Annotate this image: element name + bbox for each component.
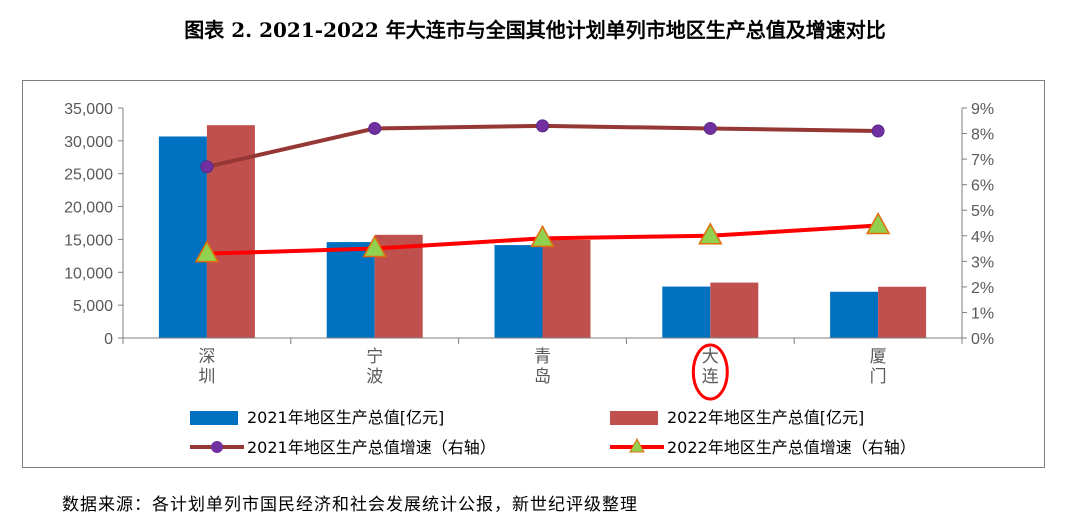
legend-label: 2021年地区生产总值[亿元] <box>247 408 444 427</box>
legend-label: 2021年地区生产总值增速（右轴） <box>247 438 496 457</box>
highlight-circle <box>691 343 729 401</box>
legend-marker-triangle <box>629 437 645 453</box>
bar-2021 <box>494 245 543 338</box>
category-label: 青岛 <box>534 347 551 387</box>
right-tick-label: 6% <box>971 178 994 195</box>
right-tick-label: 3% <box>971 254 994 271</box>
category-label: 大连 <box>702 347 719 387</box>
right-tick-label: 1% <box>971 305 994 322</box>
right-tick-label: 4% <box>971 229 994 246</box>
bar-2021 <box>830 291 879 338</box>
lines-layer <box>194 119 891 263</box>
left-tick-label: 10,000 <box>64 265 113 282</box>
source-note: 数据来源：各计划单列市国民经济和社会发展统计公报，新世纪评级整理 <box>62 495 638 515</box>
bar-2022 <box>542 239 591 338</box>
marker-2022-growth <box>530 224 555 248</box>
marker-2021-growth <box>200 160 214 174</box>
category-label: 宁波 <box>366 347 383 387</box>
chart-title: 图表 2. 2021-2022 年大连市与全国其他计划单列市地区生产总值及增速对… <box>184 18 886 42</box>
right-tick-label: 0% <box>971 331 994 348</box>
marker-2021-growth <box>368 121 382 135</box>
legend-marker-circle <box>211 441 223 453</box>
chart-frame <box>22 80 1045 468</box>
marker-2022-growth <box>698 222 723 245</box>
legend-label: 2022年地区生产总值增速（右轴） <box>667 438 916 457</box>
legend-swatch-bar <box>190 411 238 425</box>
right-tick-label: 5% <box>971 203 994 220</box>
left-tick-label: 35,000 <box>64 101 113 118</box>
marker-2022-growth <box>865 211 891 235</box>
legend-layer: 2021年地区生产总值[亿元] 2022年地区生产总值[亿元] 2021年地区生产总… <box>190 408 916 457</box>
bar-2022 <box>710 282 759 338</box>
axes-layer: 0 5,000 10,000 15,000 20,000 25,000 30,000 35,0… <box>64 101 994 401</box>
marker-2022-growth <box>194 240 220 263</box>
marker-2022-growth <box>362 234 387 258</box>
right-tick-label: 9% <box>971 101 994 118</box>
right-tick-label: 7% <box>971 152 994 169</box>
marker-2021-growth <box>871 124 885 138</box>
left-tick-label: 20,000 <box>64 200 113 217</box>
marker-2021-growth <box>703 121 717 135</box>
bar-2022 <box>878 286 927 338</box>
bar-2021 <box>326 242 375 338</box>
left-tick-label: 5,000 <box>73 298 113 315</box>
left-tick-label: 25,000 <box>64 167 113 184</box>
left-tick-label: 15,000 <box>64 232 113 249</box>
category-label: 深圳 <box>198 347 215 387</box>
legend-label: 2022年地区生产总值[亿元] <box>667 408 864 427</box>
right-tick-label: 8% <box>971 127 994 144</box>
marker-2021-growth <box>536 119 549 133</box>
bar-2021 <box>158 136 207 338</box>
right-tick-label: 2% <box>971 280 994 297</box>
left-tick-label: 0 <box>104 331 113 348</box>
left-tick-label: 30,000 <box>64 134 113 151</box>
bar-2021 <box>662 286 711 338</box>
legend-swatch-bar <box>610 411 658 425</box>
category-label: 厦门 <box>870 347 887 387</box>
